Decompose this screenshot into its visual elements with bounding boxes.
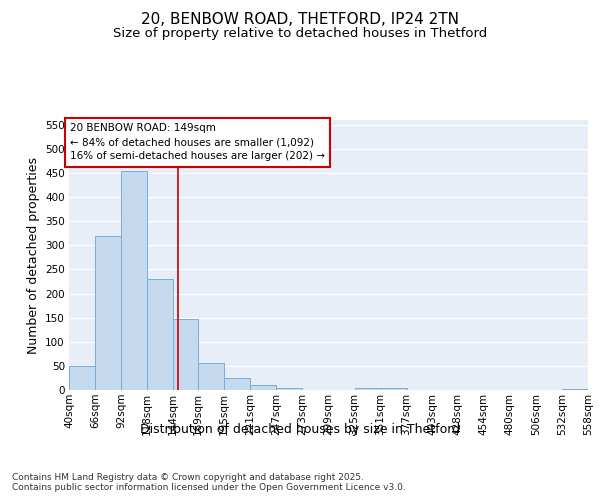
Bar	[250, 385, 277, 390]
Bar	[277, 388, 302, 390]
Text: 20 BENBOW ROAD: 149sqm
← 84% of detached houses are smaller (1,092)
16% of semi-: 20 BENBOW ROAD: 149sqm ← 84% of detached…	[70, 124, 325, 162]
Text: Distribution of detached houses by size in Thetford: Distribution of detached houses by size …	[140, 422, 460, 436]
Bar	[121, 170, 147, 390]
Text: Size of property relative to detached houses in Thetford: Size of property relative to detached ho…	[113, 28, 487, 40]
Bar	[380, 388, 407, 390]
Bar	[198, 364, 224, 390]
Bar	[562, 388, 588, 390]
Text: Contains HM Land Registry data © Crown copyright and database right 2025.
Contai: Contains HM Land Registry data © Crown c…	[12, 472, 406, 492]
Bar	[69, 366, 95, 390]
Bar	[95, 236, 121, 390]
Text: 20, BENBOW ROAD, THETFORD, IP24 2TN: 20, BENBOW ROAD, THETFORD, IP24 2TN	[141, 12, 459, 28]
Bar	[173, 318, 198, 390]
Y-axis label: Number of detached properties: Number of detached properties	[26, 156, 40, 354]
Bar	[147, 279, 173, 390]
Bar	[355, 388, 380, 390]
Bar	[224, 378, 250, 390]
